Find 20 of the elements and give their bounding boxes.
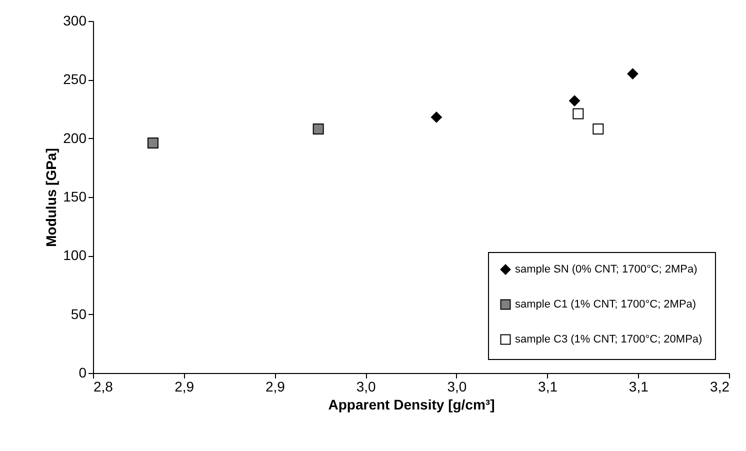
y-tick-label: 300 [63,12,87,28]
x-tick-label: 3,0 [447,378,467,394]
legend-label: sample C1 (1% CNT; 1700°C; 2MPa) [515,298,696,310]
x-tick-label: 3,2 [710,378,730,394]
legend-label: sample C3 (1% CNT; 1700°C; 20MPa) [515,334,702,346]
x-tick-label: 3,1 [538,378,558,394]
x-tick-label: 2,9 [174,378,194,394]
y-tick-label: 0 [78,364,87,380]
y-axis-title: Modulus [GPa] [43,148,60,247]
x-tick-label: 3,0 [356,378,376,394]
x-tick-label: 2,8 [94,378,114,394]
x-axis-title: Apparent Density [g/cm³] [328,396,495,412]
x-tick-label: 2,9 [265,378,286,394]
x-tick-label: 3,1 [628,378,649,394]
y-tick-label: 200 [63,130,87,146]
y-tick-label: 250 [63,71,87,88]
y-tick-label: 150 [63,188,87,204]
y-tick-label: 100 [63,247,87,264]
legend-label: sample SN (0% CNT; 1700°C; 2MPa) [515,264,698,276]
y-tick-label: 50 [70,306,87,322]
